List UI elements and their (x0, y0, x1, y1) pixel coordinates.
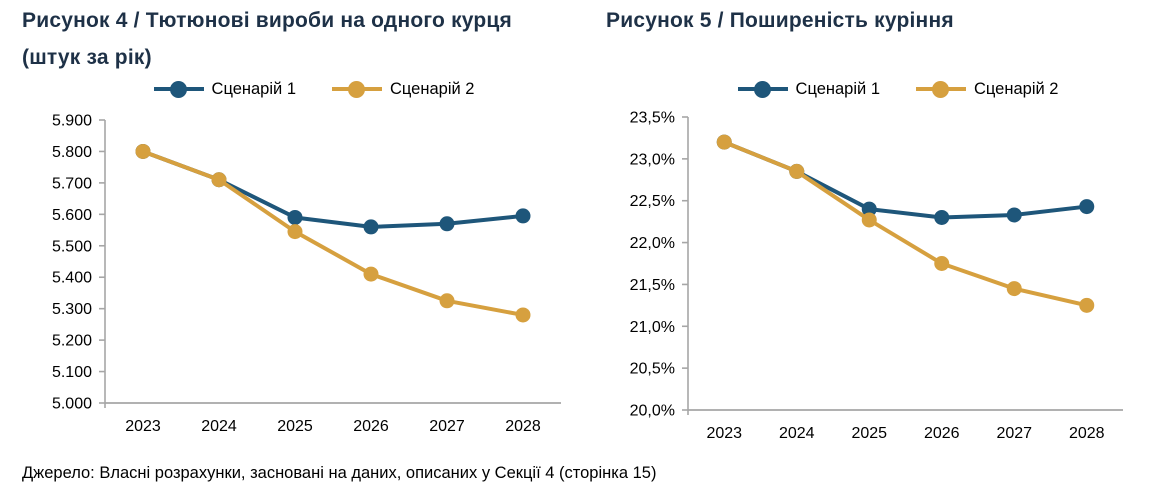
series-1-point (287, 209, 303, 225)
legend-label-scenario-1: Сценарій 1 (211, 79, 296, 98)
x-tick-label: 2025 (277, 418, 313, 435)
scenario-2-line-marker-icon (916, 80, 966, 98)
charts-row: Рисунок 4 / Тютюнові вироби на одного ку… (0, 0, 1168, 448)
series-2-point (1079, 297, 1095, 313)
series-1-line (722, 140, 1089, 220)
legend-label-scenario-2: Сценарій 2 (974, 79, 1059, 98)
y-tick-label: 22,5% (630, 193, 675, 210)
figure-5-title: Рисунок 5 / Поширеність куріння (606, 9, 954, 32)
x-tick-label: 2027 (429, 418, 465, 435)
legend-label-scenario-1: Сценарій 1 (795, 79, 880, 98)
series-2-point (211, 172, 227, 188)
series-2-point (861, 212, 877, 228)
y-tick-label: 5.500 (52, 238, 92, 255)
y-tick-label: 5.600 (52, 207, 92, 224)
y-tick-label: 21,0% (630, 319, 675, 336)
legend-item-scenario-2: Сценарій 2 (332, 80, 474, 99)
y-tick-label: 20,5% (630, 361, 675, 378)
x-tick-label: 2024 (779, 425, 815, 442)
y-tick-label: 23,0% (630, 151, 675, 168)
y-tick-label: 5.100 (52, 364, 92, 381)
series-2-point (439, 293, 455, 309)
y-tick-label: 5.200 (52, 333, 92, 350)
series-1-point (363, 219, 379, 235)
series-1-point (1006, 207, 1022, 223)
y-tick-label: 5.300 (52, 301, 92, 318)
scenario-1-line-marker-icon (737, 80, 788, 98)
series-2-point (1006, 281, 1022, 297)
x-tick-label: 2028 (505, 418, 541, 435)
series-2-point (789, 163, 805, 179)
figure-5-legend: Сценарій 1 Сценарій 2 (628, 76, 1168, 102)
series-1-point (934, 209, 950, 225)
series-2-line (141, 149, 525, 317)
x-tick-label: 2028 (1069, 425, 1105, 442)
figure-4-block: Рисунок 4 / Тютюнові вироби на одного ку… (0, 0, 584, 448)
series-2-point (287, 224, 303, 240)
y-tick-label: 20,0% (630, 403, 675, 420)
source-note: Джерело: Власні розрахунки, засновані на… (22, 464, 657, 482)
y-tick-label: 23,5% (630, 110, 675, 127)
series-1-point (861, 201, 877, 217)
x-tick-label: 2023 (125, 418, 161, 435)
series-1-point (439, 216, 455, 232)
series-2-point (135, 143, 151, 159)
x-tick-label: 2026 (353, 418, 389, 435)
y-tick-label: 21,5% (630, 277, 675, 294)
series-1-point (1079, 199, 1095, 215)
y-tick-label: 5.900 (52, 113, 92, 130)
legend-item-scenario-1: Сценарій 1 (153, 79, 296, 99)
x-tick-label: 2023 (706, 425, 742, 442)
scenario-1-line-marker-icon (153, 80, 204, 98)
figure-5-line-chart: 20,0% 20,5% 21,0% 21,5% 22,0% 22,5% 23,0% 23,5%… (630, 110, 1123, 442)
x-tick-label: 2024 (201, 418, 237, 435)
series-1-point (515, 208, 531, 224)
series-2-point (515, 307, 531, 323)
y-tick-label: 5.700 (52, 175, 92, 192)
figure-5-block: Рисунок 5 / Поширеність куріння Сценарій… (584, 0, 1168, 448)
series-1-line (141, 149, 525, 229)
series-2-point (716, 134, 732, 150)
legend-label-scenario-2: Сценарій 2 (390, 79, 475, 98)
figure-4-legend: Сценарій 1 Сценарій 2 (44, 76, 584, 102)
figure-4-title: Рисунок 4 / Тютюнові вироби на одного ку… (22, 9, 513, 69)
legend-item-scenario-1: Сценарій 1 (737, 79, 880, 99)
x-tick-label: 2026 (924, 425, 960, 442)
y-tick-label: 5.000 (52, 396, 92, 413)
x-tick-label: 2027 (996, 425, 1032, 442)
y-tick-label: 22,0% (630, 235, 675, 252)
x-tick-label: 2025 (851, 425, 887, 442)
legend-item-scenario-2: Сценарій 2 (916, 80, 1058, 99)
scenario-2-line-marker-icon (332, 80, 382, 98)
series-2-point (934, 256, 950, 271)
series-2-point (363, 266, 379, 282)
figure-4-line-chart: 5.000 5.100 5.200 5.300 5.400 5.500 5.600 5.700… (52, 113, 561, 435)
y-tick-label: 5.800 (52, 144, 92, 161)
y-tick-label: 5.400 (52, 270, 92, 287)
series-2-line (722, 140, 1089, 308)
